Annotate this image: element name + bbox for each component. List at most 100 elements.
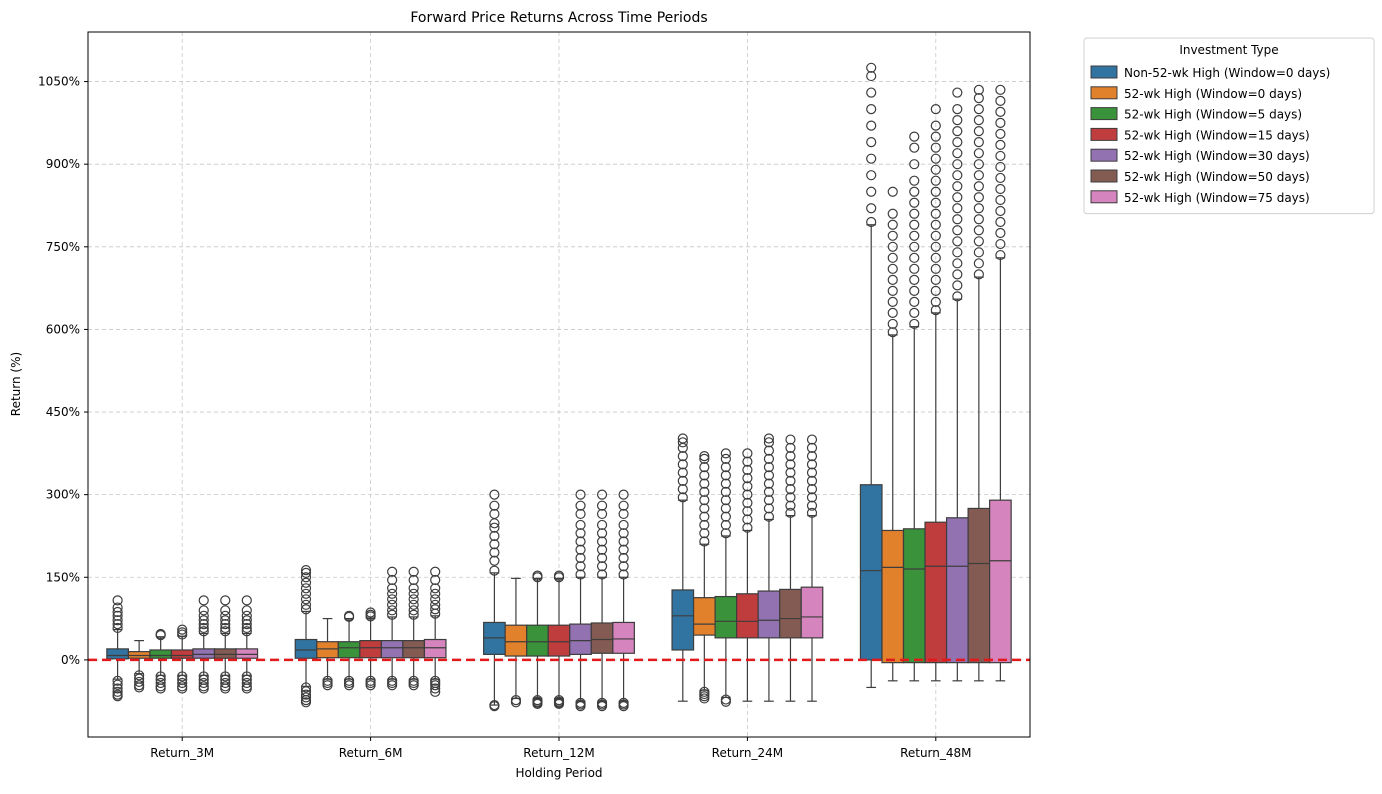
outlier-point [909, 208, 920, 219]
outlier-point [220, 605, 231, 616]
box [192, 648, 216, 659]
outlier-point [198, 605, 209, 616]
outlier-point [720, 696, 731, 707]
y-tick-label: 900% [46, 157, 80, 171]
outlier-point [930, 274, 941, 285]
outlier-point [973, 203, 984, 214]
outlier-point [241, 618, 252, 630]
outlier-point [430, 594, 441, 605]
outlier-point [806, 484, 818, 495]
outlier-point [408, 594, 419, 605]
outlier-point [909, 274, 920, 285]
outlier-point [930, 208, 941, 219]
outlier-point [575, 536, 586, 547]
outlier-point [785, 467, 796, 478]
outlier-point [909, 131, 920, 142]
legend: Investment Type Non-52-wk High (Window=0 … [1083, 37, 1375, 215]
box-group [692, 451, 716, 704]
outlier-point [575, 552, 586, 564]
outlier-point [763, 486, 775, 498]
outlier-point [596, 500, 608, 511]
outlier-point [930, 142, 941, 153]
outlier-point [489, 489, 500, 500]
outlier-point [973, 225, 984, 236]
box-group [924, 104, 948, 682]
y-tick-label: 600% [46, 322, 80, 336]
box [569, 623, 592, 655]
outlier-point [532, 698, 543, 710]
outlier-point [909, 241, 920, 252]
outlier-point [618, 536, 629, 547]
box-group [316, 617, 339, 691]
outlier-point [489, 547, 500, 558]
outlier-point [430, 599, 441, 610]
outlier-point [887, 241, 898, 252]
outlier-point [677, 467, 688, 478]
chart-title: Forward Price Returns Across Time Period… [410, 10, 707, 26]
outlier-point [995, 216, 1006, 228]
outlier-point [198, 595, 209, 606]
outlier-point [973, 115, 984, 126]
legend-label: 52-wk High (Window=30 days) [1124, 149, 1310, 163]
box-group [736, 448, 759, 702]
outlier-point [198, 622, 209, 634]
outlier-point [596, 569, 608, 580]
outlier-point [720, 453, 731, 464]
outlier-point [596, 536, 608, 547]
outlier-point [806, 500, 818, 511]
outlier-point [220, 595, 231, 606]
outlier-point [866, 216, 877, 228]
outlier-point [699, 495, 710, 506]
outlier-point [720, 528, 731, 539]
outlier-point [952, 236, 963, 247]
outlier-point [699, 503, 710, 514]
outlier-point [930, 131, 941, 142]
outlier-point [343, 610, 355, 621]
box-group [569, 489, 592, 712]
outlier-point [909, 285, 920, 296]
outlier-point [930, 296, 941, 307]
outlier-point [742, 464, 753, 475]
outlier-point [763, 437, 775, 448]
outlier-point [489, 701, 500, 712]
outlier-point [973, 84, 984, 95]
box [714, 595, 738, 639]
y-tick-label: 450% [46, 405, 80, 419]
box-group [612, 489, 635, 712]
outlier-point [806, 451, 818, 462]
outlier-point [322, 677, 333, 689]
outlier-point [930, 285, 941, 296]
outlier-point [930, 120, 941, 131]
outlier-point [866, 120, 877, 131]
outlier-point [112, 691, 123, 702]
outlier-point [952, 126, 963, 137]
outlier-point [112, 595, 123, 606]
outlier-point [930, 186, 941, 197]
box [757, 590, 781, 639]
outlier-point [489, 522, 500, 533]
outlier-point [952, 170, 963, 181]
outlier-point [489, 555, 500, 566]
outlier-point [489, 500, 500, 511]
outlier-point [866, 70, 877, 82]
outlier-point [699, 528, 710, 539]
outlier-point [198, 618, 209, 630]
outlier-point [220, 683, 231, 694]
outlier-point [596, 701, 608, 712]
legend-label: Non-52-wk High (Window=0 days) [1124, 66, 1330, 80]
outlier-point [112, 686, 123, 697]
outlier-point [575, 544, 586, 555]
box [800, 586, 824, 639]
outlier-point [241, 622, 252, 634]
outlier-point [699, 486, 710, 498]
outlier-point [995, 172, 1006, 184]
outlier-point [112, 610, 123, 621]
outlier-point [995, 139, 1006, 151]
box [945, 517, 969, 664]
outlier-point [510, 697, 522, 708]
box [902, 528, 926, 664]
outlier-point [973, 269, 984, 280]
outlier-point [300, 594, 312, 605]
box [316, 641, 339, 659]
